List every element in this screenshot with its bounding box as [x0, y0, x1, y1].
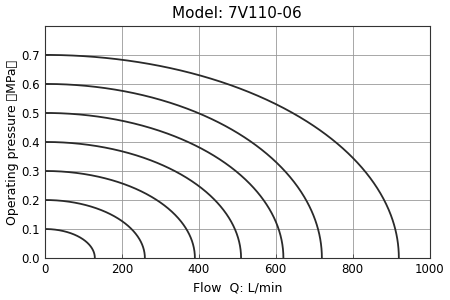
Title: Model: 7V110-06: Model: 7V110-06: [172, 6, 302, 21]
X-axis label: Flow  Q: L/min: Flow Q: L/min: [193, 281, 282, 294]
Y-axis label: Operating pressure （MPa）: Operating pressure （MPa）: [5, 59, 18, 224]
